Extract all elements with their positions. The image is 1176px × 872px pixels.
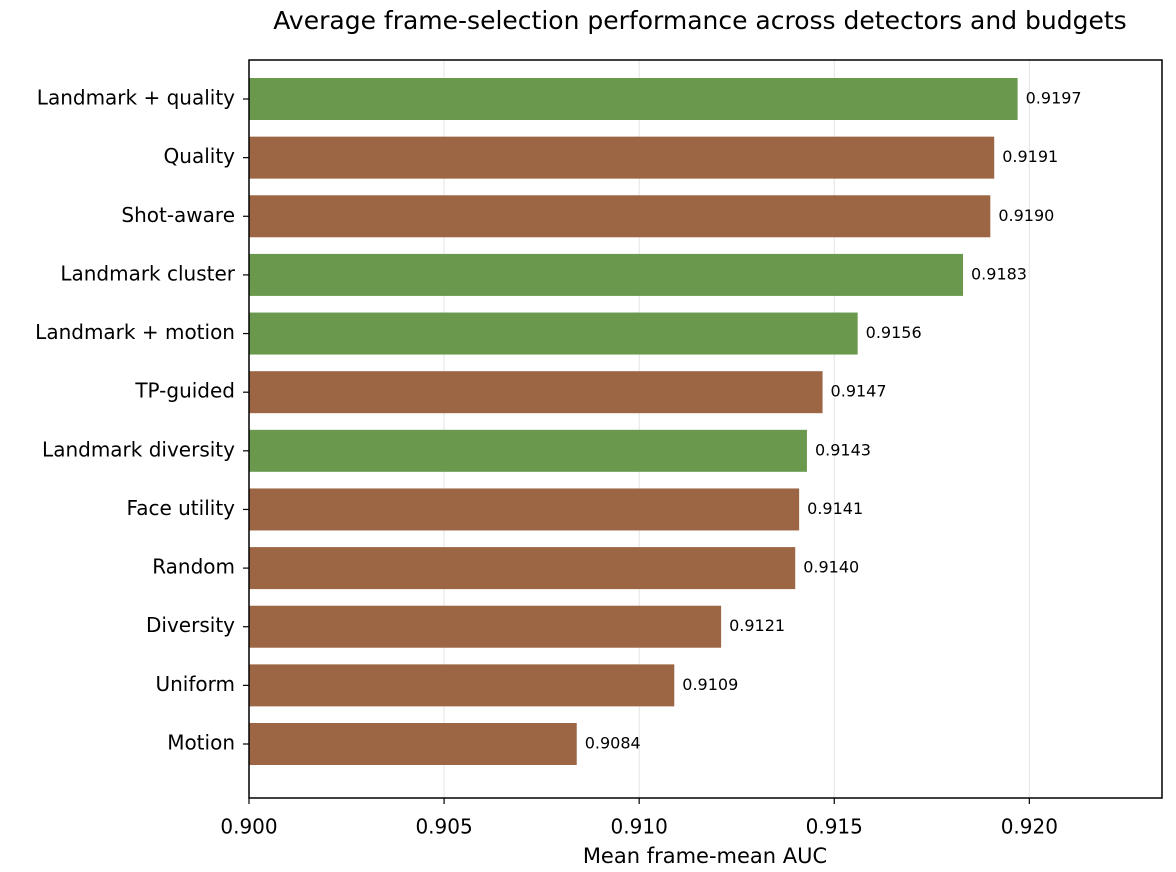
y-tick-label: Landmark + quality (37, 86, 235, 110)
bar (249, 312, 858, 355)
bar (249, 78, 1018, 120)
value-label: 0.9197 (1026, 89, 1082, 108)
bar (249, 488, 800, 531)
value-label: 0.9147 (831, 382, 887, 401)
bar (249, 605, 722, 648)
chart-title: Average frame-selection performance acro… (273, 6, 1126, 35)
bar (249, 429, 807, 472)
y-tick-label: Uniform (155, 672, 235, 696)
y-tick-label: Quality (164, 144, 236, 168)
x-tick-label: 0.905 (415, 815, 472, 839)
x-tick-label: 0.920 (1001, 815, 1058, 839)
y-tick-label: Motion (167, 731, 235, 755)
x-tick-label: 0.915 (806, 815, 863, 839)
y-tick-label: Face utility (127, 496, 236, 520)
value-label: 0.9156 (866, 323, 922, 342)
bar (249, 547, 796, 590)
bar (249, 253, 964, 296)
y-tick-label: Landmark + motion (35, 320, 235, 344)
x-axis-label: Mean frame-mean AUC (583, 844, 827, 868)
plot-frame (248, 59, 1163, 799)
bar (249, 371, 823, 414)
y-tick-label: Shot-aware (121, 203, 235, 227)
value-label: 0.9140 (803, 558, 859, 577)
value-label: 0.9143 (815, 440, 871, 459)
y-tick-label: Random (152, 555, 235, 579)
value-label: 0.9191 (1002, 147, 1058, 166)
value-label: 0.9190 (998, 206, 1054, 225)
bar (249, 664, 675, 707)
value-label: 0.9084 (585, 734, 641, 753)
bar (249, 136, 995, 179)
bar (249, 195, 991, 238)
value-label: 0.9141 (807, 499, 863, 518)
y-tick-label: Landmark diversity (42, 437, 235, 461)
value-label: 0.9121 (729, 616, 785, 635)
y-tick-label: TP-guided (134, 379, 235, 403)
y-tick-label: Landmark cluster (60, 261, 235, 285)
value-label: 0.9109 (682, 675, 738, 694)
y-tick-label: Diversity (146, 613, 235, 637)
x-tick-label: 0.900 (220, 815, 277, 839)
bar (249, 723, 577, 765)
value-label: 0.9183 (971, 264, 1027, 283)
x-tick-label: 0.910 (611, 815, 668, 839)
